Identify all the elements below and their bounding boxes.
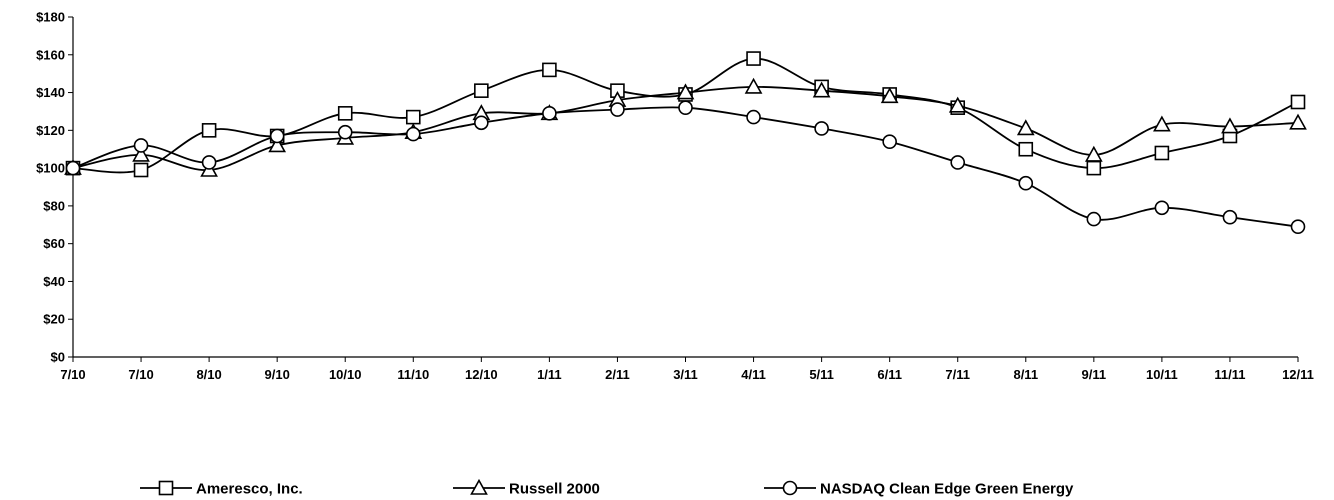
- square-data-point: [1290, 94, 1306, 110]
- y-tick-label: $40: [43, 274, 65, 289]
- x-tick-label: 3/11: [673, 367, 698, 382]
- x-tick-label: 11/10: [397, 367, 429, 382]
- square-data-point: [337, 106, 353, 121]
- square-data-point: [746, 51, 761, 66]
- legend-item: NASDAQ Clean Edge Green Energy: [764, 481, 1074, 498]
- x-tick-label: 5/11: [809, 367, 834, 382]
- legend-item: Ameresco, Inc.: [140, 481, 303, 498]
- triangle-data-point: [880, 87, 899, 104]
- circle-data-point: [201, 155, 217, 170]
- circle-data-point: [1018, 175, 1034, 191]
- legend-label: Russell 2000: [509, 481, 600, 498]
- triangle-data-point: [812, 81, 831, 98]
- series-line: [72, 57, 1299, 174]
- circle-data-point: [405, 126, 421, 142]
- circle-data-point: [882, 134, 897, 149]
- series-triangle: [64, 77, 1307, 177]
- y-tick-label: $140: [36, 85, 65, 100]
- circle-data-point: [1290, 219, 1306, 234]
- legend-triangle-marker: [470, 478, 488, 495]
- circle-data-point: [269, 128, 285, 144]
- y-tick-label: $180: [36, 10, 65, 25]
- circle-data-point: [133, 138, 149, 153]
- square-data-point: [133, 162, 149, 178]
- triangle-data-point: [948, 96, 967, 113]
- circle-data-point: [1154, 200, 1170, 216]
- x-tick-label: 7/10: [60, 367, 85, 382]
- triangle-data-point: [1084, 145, 1103, 162]
- legend: Ameresco, Inc. Russell 2000 NASDAQ Clean E…: [140, 478, 1074, 498]
- x-tick-label: 1/11: [537, 367, 562, 382]
- x-tick-label: 6/11: [877, 367, 902, 382]
- triangle-data-point: [744, 77, 763, 94]
- y-tick-label: $80: [43, 198, 65, 213]
- circle-data-point: [814, 121, 829, 136]
- square-data-point: [1086, 160, 1102, 176]
- circle-data-point: [474, 115, 489, 131]
- x-tick-label: 10/11: [1146, 367, 1178, 382]
- legend-label: NASDAQ Clean Edge Green Energy: [820, 481, 1074, 498]
- x-tick-label: 7/10: [128, 367, 153, 382]
- x-tick-label: 12/10: [465, 367, 498, 382]
- y-tick-label: $60: [43, 236, 65, 251]
- x-axis-tick-labels: 7/10 7/10 8/10 9/10 10/10 11/10 12/10 1/11 2/11 3…: [60, 367, 1314, 382]
- triangle-data-point: [1289, 113, 1307, 130]
- legend-label: Ameresco, Inc.: [196, 481, 303, 498]
- x-tick-label: 2/11: [605, 367, 630, 382]
- circle-data-point: [337, 124, 353, 140]
- triangle-data-point: [268, 136, 287, 153]
- circle-data-point: [1086, 211, 1102, 227]
- chart-axes: [68, 16, 1299, 362]
- square-data-point: [405, 109, 421, 125]
- legend-circle-marker: [782, 480, 798, 496]
- square-data-point: [474, 83, 489, 98]
- series-circle: [65, 100, 1306, 234]
- x-tick-label: 8/10: [196, 367, 221, 382]
- triangle-data-point: [676, 83, 695, 100]
- y-tick-label: $160: [36, 47, 65, 62]
- triangle-data-point: [1016, 119, 1035, 136]
- x-tick-label: 12/11: [1282, 367, 1314, 382]
- x-tick-label: 9/10: [265, 367, 290, 382]
- y-tick-label: $120: [36, 123, 65, 138]
- square-data-point: [542, 62, 557, 78]
- circle-data-point: [678, 100, 693, 115]
- x-tick-label: 8/11: [1013, 367, 1038, 382]
- square-data-point: [1018, 141, 1034, 157]
- circle-data-point: [950, 155, 966, 170]
- y-axis-tick-labels: $0 $20 $40 $60 $80 $100 $120 $140 $160 $180: [36, 10, 65, 365]
- triangle-data-point: [132, 145, 150, 162]
- circle-data-point: [542, 106, 557, 121]
- y-tick-label: $0: [51, 350, 65, 365]
- y-tick-label: $100: [36, 161, 65, 176]
- circle-data-point: [610, 102, 625, 117]
- circle-data-point: [65, 160, 81, 176]
- legend-item: Russell 2000: [453, 478, 600, 498]
- circle-data-point: [1222, 209, 1238, 225]
- square-data-point: [1154, 145, 1170, 161]
- x-tick-label: 9/11: [1082, 367, 1107, 382]
- legend-square-marker: [158, 480, 174, 496]
- x-tick-label: 10/10: [329, 367, 362, 382]
- triangle-data-point: [1153, 115, 1171, 132]
- x-tick-label: 7/11: [945, 367, 970, 382]
- x-tick-label: 4/11: [741, 367, 766, 382]
- square-data-point: [201, 123, 217, 138]
- circle-data-point: [746, 109, 761, 125]
- x-tick-label: 11/11: [1214, 367, 1245, 382]
- y-tick-label: $20: [43, 312, 65, 327]
- triangle-data-point: [1221, 117, 1239, 134]
- series-lines: [64, 51, 1307, 234]
